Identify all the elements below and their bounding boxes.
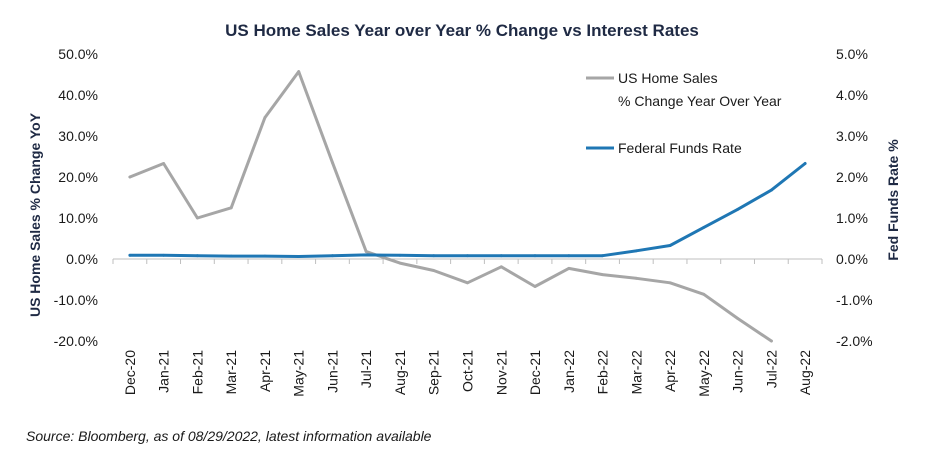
x-tick-label: Aug-22 (797, 350, 813, 395)
series-layer (128, 70, 807, 343)
point-home-sales (162, 162, 166, 165)
point-fed-funds (770, 188, 773, 192)
series-line-fed-funds (128, 162, 807, 258)
point-fed-funds (364, 253, 368, 257)
x-tick-label: Jul-22 (763, 350, 779, 388)
right-tick-label: 4.0% (836, 87, 868, 103)
point-fed-funds (466, 254, 469, 258)
x-tick-label: Jun-22 (730, 350, 746, 393)
point-home-sales (196, 216, 199, 220)
point-fed-funds (398, 253, 402, 257)
point-fed-funds (263, 254, 267, 258)
x-tick-label: Feb-21 (189, 350, 205, 395)
point-fed-funds (229, 254, 233, 258)
x-tick-label: Jan-22 (561, 350, 577, 393)
x-tick-label: Feb-22 (595, 350, 611, 395)
left-tick-label: 0.0% (66, 251, 98, 267)
point-home-sales (398, 261, 402, 265)
point-fed-funds (196, 254, 199, 258)
point-home-sales (702, 292, 706, 296)
left-tick-label: -20.0% (54, 333, 98, 349)
point-home-sales (263, 116, 267, 119)
legend-label-home-sales-line1: US Home Sales (618, 70, 718, 86)
left-axis-ticks: 50.0% 40.0% 30.0% 20.0% 10.0% 0.0% -10.0% -20.0… (54, 46, 98, 349)
left-tick-label: 40.0% (58, 87, 98, 103)
point-home-sales (364, 250, 368, 254)
point-fed-funds (499, 254, 503, 258)
x-tick-label: Jan-21 (156, 350, 172, 393)
chart-title: US Home Sales Year over Year % Change vs… (225, 21, 699, 40)
point-home-sales (331, 161, 334, 165)
x-tick-label: Mar-21 (223, 350, 239, 395)
right-tick-label: 1.0% (836, 210, 868, 226)
point-home-sales (567, 267, 571, 270)
x-tick-label: Aug-21 (392, 350, 408, 395)
point-fed-funds (567, 254, 571, 258)
x-tick-label: Mar-22 (628, 350, 644, 395)
point-home-sales (229, 206, 233, 210)
series-line-home-sales (128, 70, 773, 343)
point-fed-funds (601, 254, 604, 258)
point-home-sales (770, 339, 773, 343)
x-tick-label: Nov-21 (493, 350, 509, 395)
x-tick-label: May-21 (291, 350, 307, 397)
point-fed-funds (803, 162, 807, 165)
point-home-sales (432, 269, 436, 272)
left-tick-label: -10.0% (54, 292, 98, 308)
x-tick-label: Apr-21 (257, 350, 273, 392)
right-axis-label: Fed Funds Rate % (885, 139, 901, 261)
point-fed-funds (432, 254, 436, 258)
point-fed-funds (702, 226, 706, 229)
legend-label-fed-funds: Federal Funds Rate (618, 140, 742, 156)
point-fed-funds (128, 253, 132, 257)
left-tick-label: 20.0% (58, 169, 98, 185)
right-tick-label: 2.0% (836, 169, 868, 185)
point-home-sales (634, 276, 638, 280)
right-axis-ticks: 5.0% 4.0% 3.0% 2.0% 1.0% 0.0% -1.0% -2.0% (836, 46, 873, 349)
point-home-sales (499, 265, 503, 269)
legend-label-home-sales-line2: % Change Year Over Year (618, 93, 782, 109)
x-tick-label: Apr-22 (662, 350, 678, 392)
left-tick-label: 30.0% (58, 128, 98, 144)
x-tick-label: Jun-21 (324, 350, 340, 393)
left-axis-label: US Home Sales % Change YoY (27, 112, 43, 317)
point-fed-funds (331, 254, 334, 258)
x-tick-label: Sep-21 (426, 350, 442, 395)
point-fed-funds (162, 253, 166, 257)
x-tick-label: Dec-20 (122, 350, 138, 395)
point-fed-funds (736, 208, 739, 211)
source-note: Source: Bloomberg, as of 08/29/2022, lat… (26, 428, 432, 444)
x-tick-label: Oct-21 (460, 350, 476, 392)
legend: US Home Sales % Change Year Over Year Fe… (586, 70, 782, 156)
point-home-sales (601, 273, 604, 276)
x-tick-label: May-22 (696, 350, 712, 397)
left-tick-label: 10.0% (58, 210, 98, 226)
point-fed-funds (634, 249, 638, 253)
right-tick-label: 5.0% (836, 46, 868, 62)
point-fed-funds (297, 255, 301, 258)
right-tick-label: 3.0% (836, 128, 868, 144)
point-home-sales (736, 317, 739, 320)
point-home-sales (297, 70, 301, 73)
x-tick-label: Jul-21 (358, 350, 374, 388)
point-home-sales (668, 281, 672, 285)
left-tick-label: 50.0% (58, 46, 98, 62)
right-tick-label: -2.0% (836, 333, 873, 349)
point-home-sales (466, 281, 469, 285)
x-tick-label: Dec-21 (527, 350, 543, 395)
x-axis: Dec-20 Jan-21 Feb-21 Mar-21 Apr-21 May-21 Jun-… (112, 258, 823, 397)
point-home-sales (128, 175, 132, 179)
point-home-sales (533, 285, 537, 288)
point-fed-funds (533, 254, 537, 258)
point-fed-funds (668, 244, 672, 247)
right-tick-label: -1.0% (836, 292, 873, 308)
right-tick-label: 0.0% (836, 251, 868, 267)
